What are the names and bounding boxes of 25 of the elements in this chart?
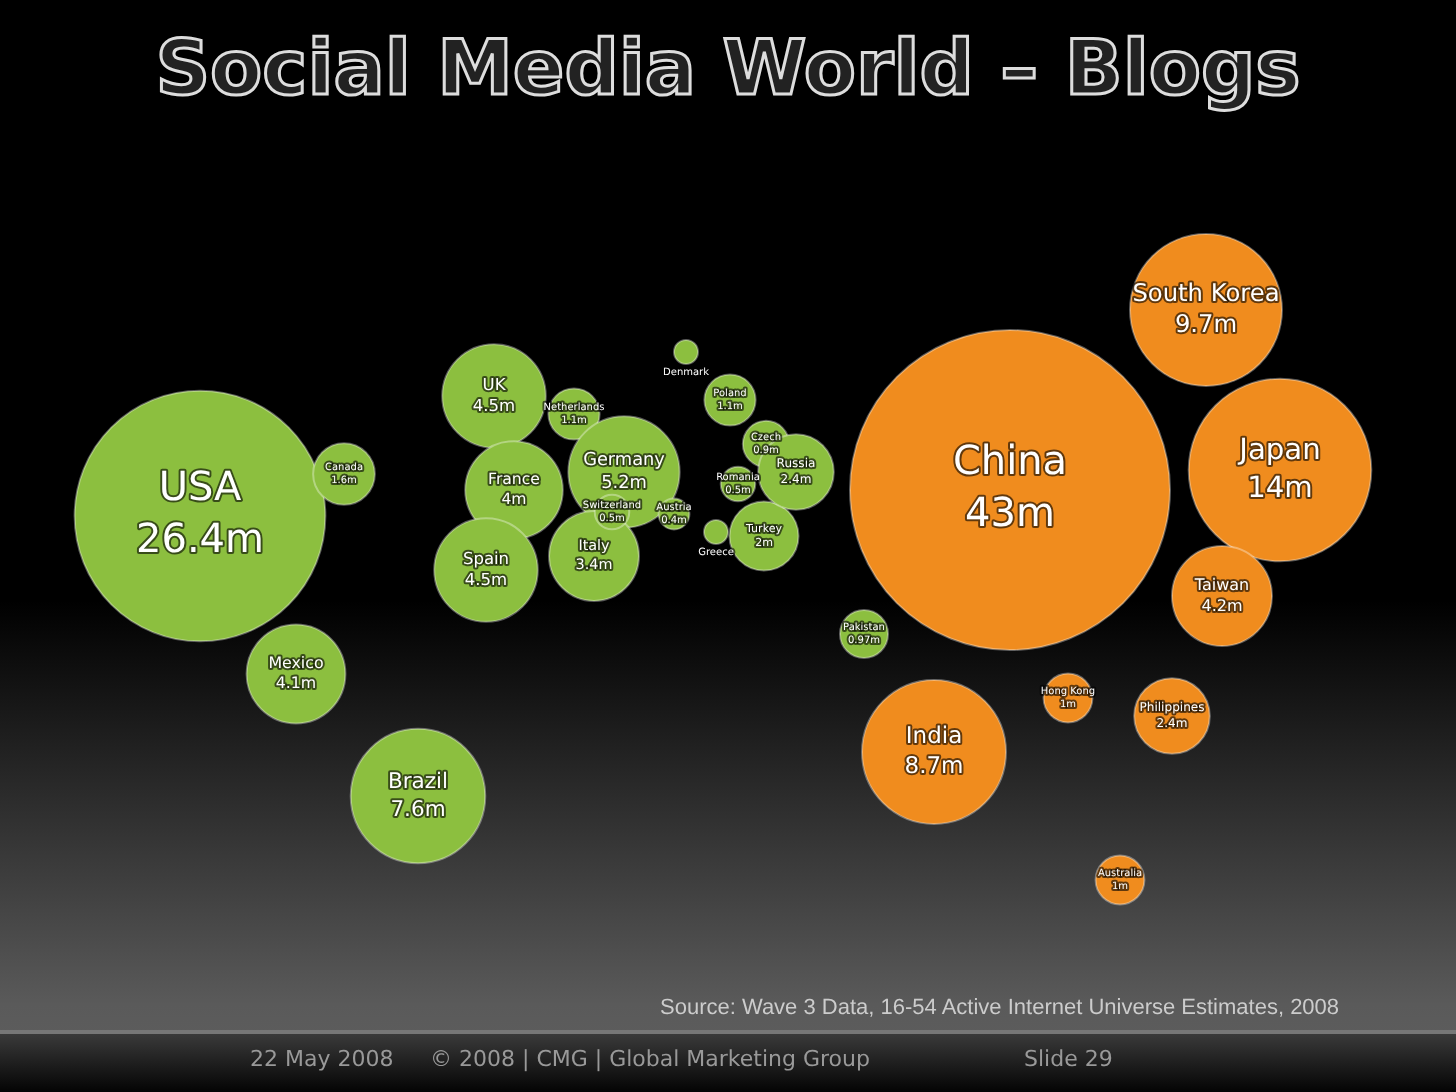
category-label: Brazil	[388, 767, 448, 794]
category-label: India	[905, 721, 963, 750]
data-label: 5.2m	[601, 474, 647, 495]
category-label: Taiwan	[1192, 575, 1250, 594]
category-label: USA	[158, 462, 243, 511]
data-label: 4.5m	[464, 569, 508, 590]
data-label: 4.2m	[1201, 596, 1243, 615]
text: 22 May 2008	[250, 1046, 394, 1072]
data-label: 26.4m	[135, 514, 265, 563]
data-label: 43m	[965, 488, 1055, 537]
text: Slide 29	[1024, 1046, 1113, 1072]
category-label: Japan	[1237, 432, 1321, 467]
source-note: Source: Wave 3 Data, 16-54 Active Internet Universe Estimates, 2008	[660, 996, 1340, 1020]
data-label: 4.5m	[472, 395, 516, 416]
category-label: Spain	[462, 547, 510, 568]
text: Social Media World – Blogs	[153, 24, 1303, 112]
data-label: 9.7m	[1174, 310, 1238, 339]
category-label: South Korea	[1132, 278, 1280, 307]
text: © 2008 | CMG | Global Marketing Group	[430, 1046, 870, 1072]
category-label: UK	[482, 373, 507, 394]
category-label: Germany	[583, 451, 665, 472]
data-label: 14m	[1247, 470, 1313, 505]
data-label: 7.6m	[390, 795, 446, 822]
data-label: 8.7m	[904, 750, 964, 779]
category-label: China	[952, 436, 1068, 485]
